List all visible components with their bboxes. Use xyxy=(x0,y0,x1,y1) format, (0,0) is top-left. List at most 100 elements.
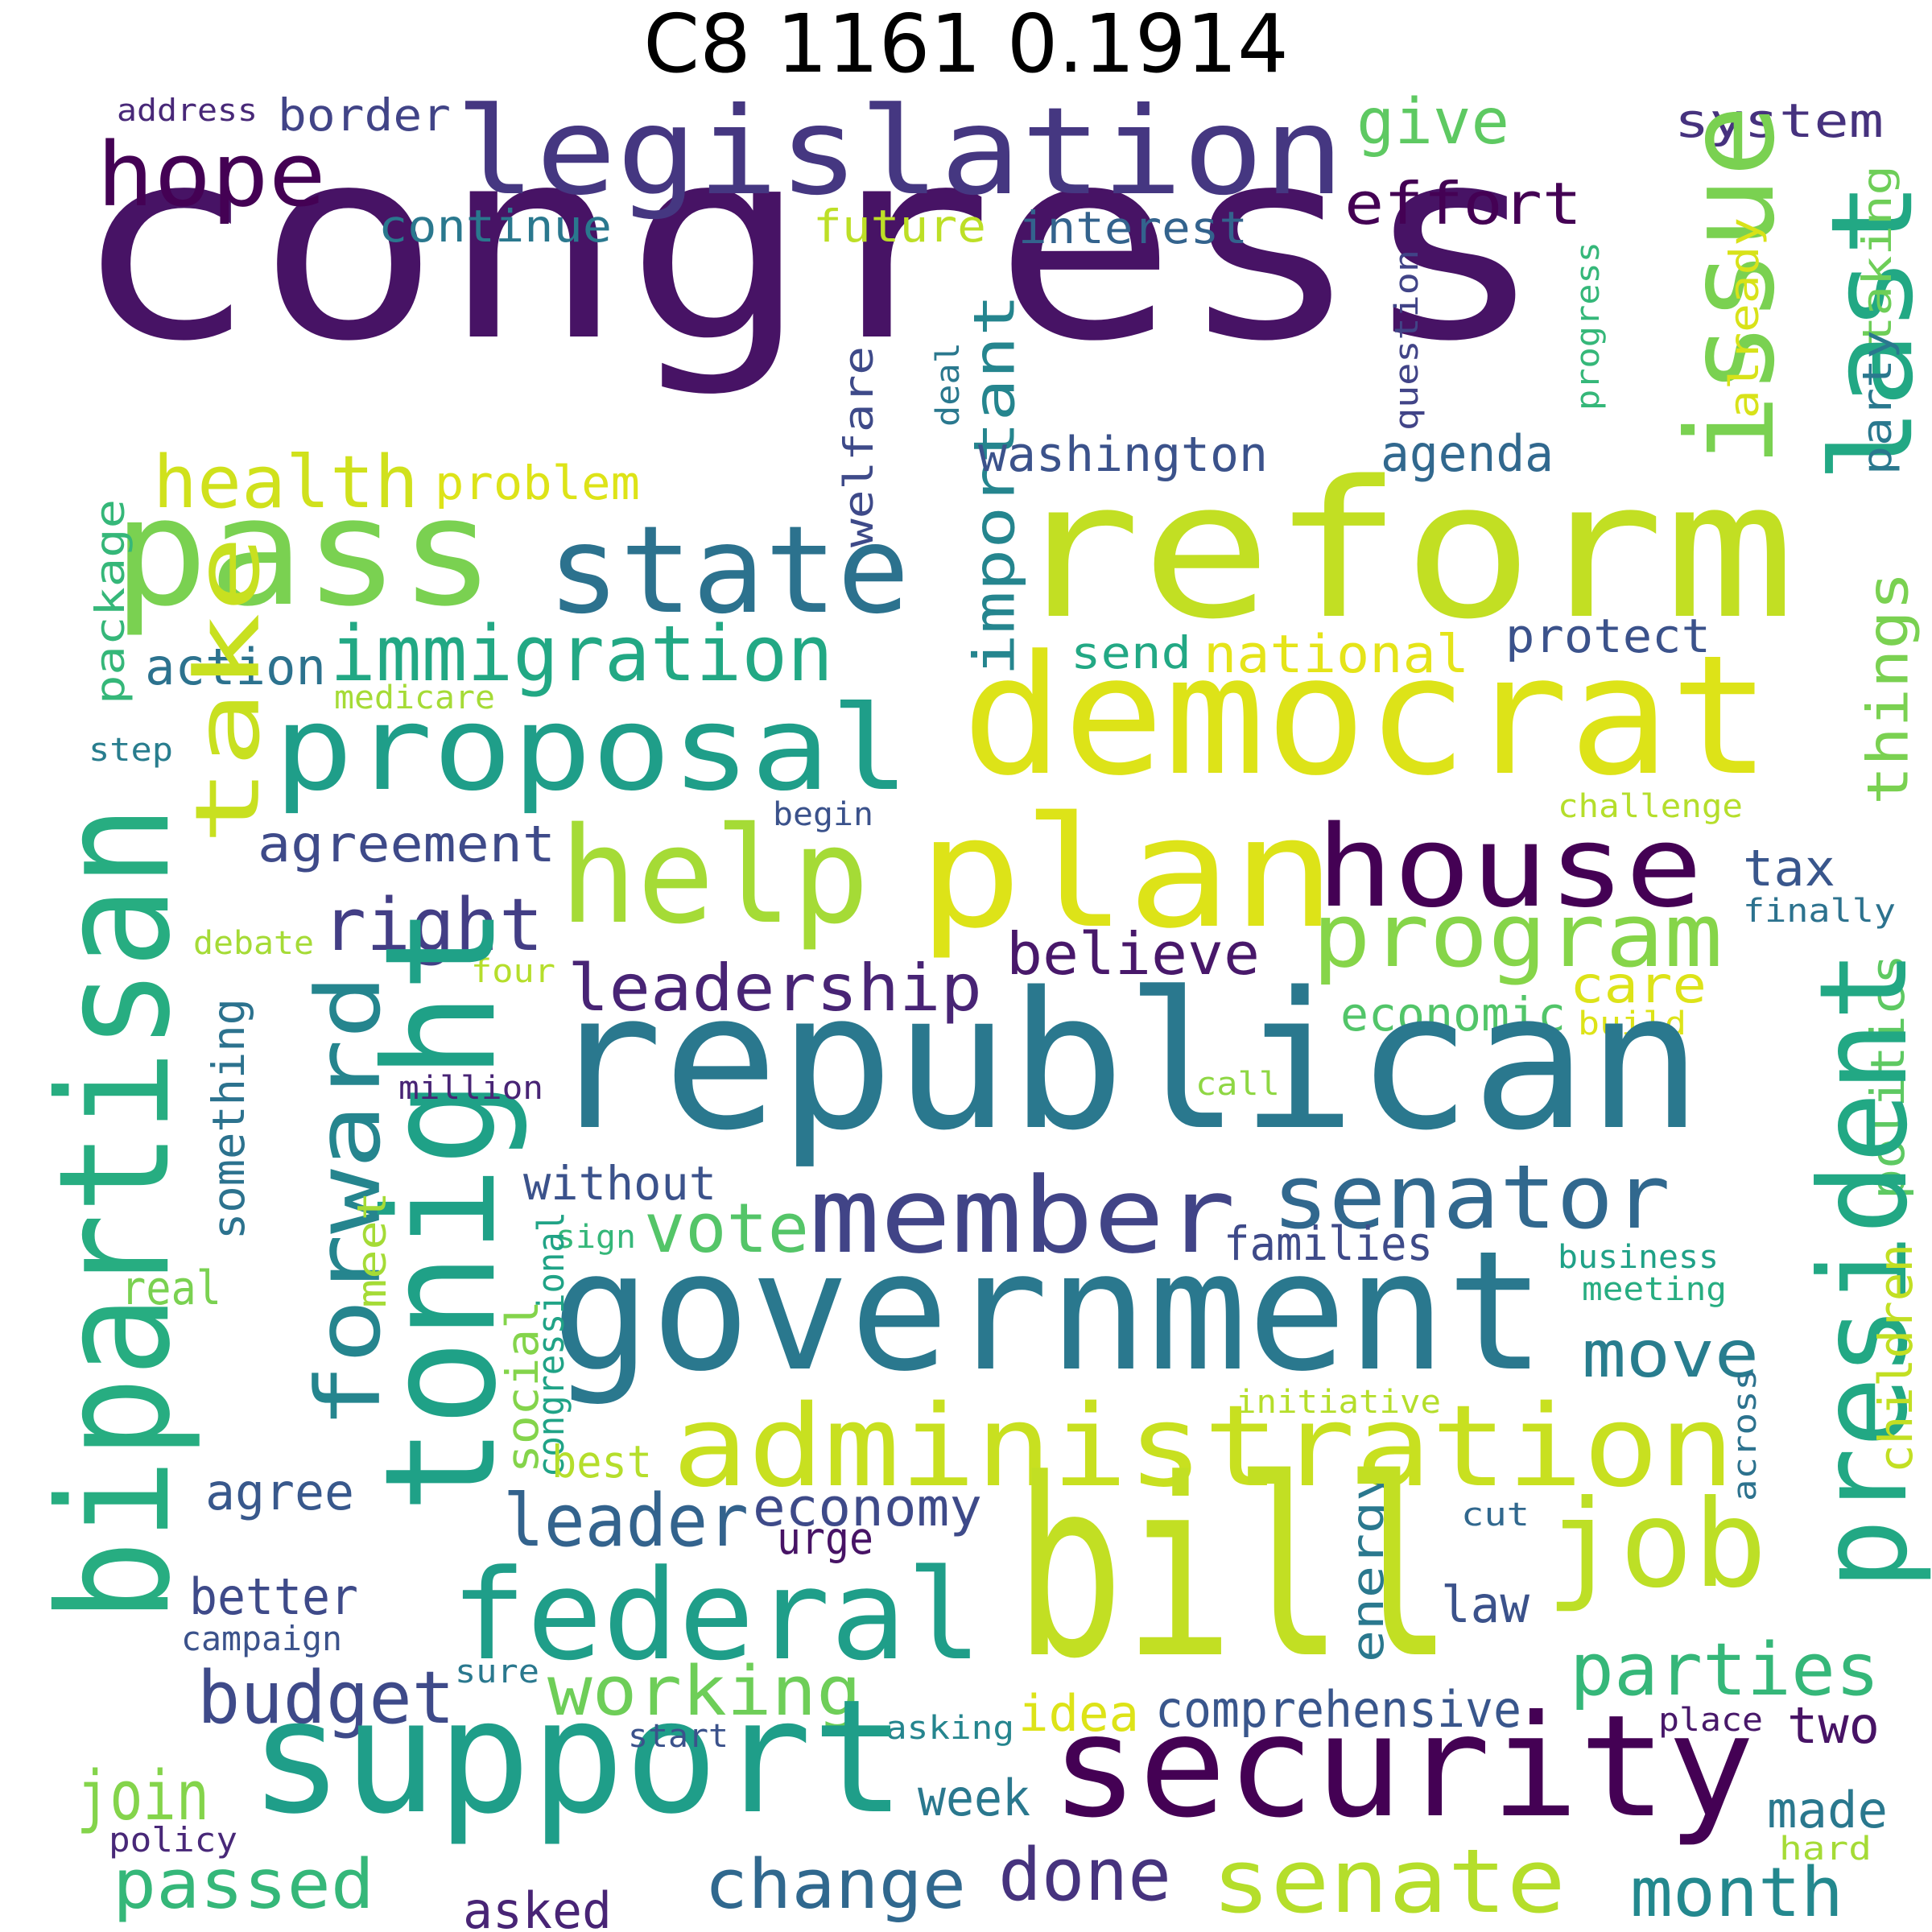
word-problem: problem xyxy=(435,456,640,510)
word-deal: deal xyxy=(930,342,967,427)
word-job: job xyxy=(1546,1475,1767,1615)
word-bill: bill xyxy=(1014,1426,1453,1712)
word-change: change xyxy=(704,1845,966,1925)
word-protect: protect xyxy=(1505,609,1711,663)
word-energy: energy xyxy=(1342,1469,1393,1662)
word-administration: administration xyxy=(672,1381,1735,1513)
word-four: four xyxy=(471,953,555,990)
word-tax: tax xyxy=(1743,839,1835,898)
word-debate: debate xyxy=(193,925,314,962)
word-plan: plan xyxy=(918,784,1336,962)
word-address: address xyxy=(117,93,258,128)
word-something: something xyxy=(203,998,254,1240)
word-initiative: initiative xyxy=(1236,1384,1441,1421)
word-important: important xyxy=(962,294,1028,676)
word-asked: asked xyxy=(463,1881,612,1932)
word-border: border xyxy=(278,89,451,141)
word-program: program xyxy=(1312,884,1723,987)
word-support: support xyxy=(250,1666,906,1848)
word-package: package xyxy=(87,499,134,704)
word-hope: hope xyxy=(97,123,326,226)
word-care: care xyxy=(1570,956,1707,1014)
word-million: million xyxy=(398,1070,543,1107)
word-call: call xyxy=(1195,1066,1280,1103)
word-sure: sure xyxy=(455,1653,539,1690)
word-budget: budget xyxy=(197,1656,455,1740)
word-cut: cut xyxy=(1461,1496,1530,1534)
word-passed: passed xyxy=(113,1845,374,1925)
word-senator: senator xyxy=(1272,1146,1670,1249)
word-sign: sign xyxy=(555,1219,636,1256)
word-national: national xyxy=(1203,625,1469,685)
word-reform: reform xyxy=(1010,441,1795,661)
word-step: step xyxy=(89,732,173,769)
word-legislation: legislation xyxy=(455,82,1344,222)
word-agree: agree xyxy=(205,1463,354,1521)
word-party: party xyxy=(1854,330,1901,475)
word-best: best xyxy=(551,1436,652,1488)
word-campaign: campaign xyxy=(181,1619,342,1658)
word-pass: pass xyxy=(113,465,495,639)
word-last: last xyxy=(1807,181,1932,483)
word-send: send xyxy=(1071,627,1191,679)
word-economy: economy xyxy=(753,1478,982,1538)
word-progress: progress xyxy=(1570,242,1607,411)
word-business: business xyxy=(1558,1239,1719,1276)
word-leadership: leadership xyxy=(568,951,982,1026)
word-parties: parties xyxy=(1570,1628,1880,1712)
word-health: health xyxy=(153,440,419,525)
word-believe: believe xyxy=(1006,920,1260,988)
word-policy: policy xyxy=(109,1820,237,1860)
word-interest: interest xyxy=(1018,202,1248,254)
word-tonight: tonight xyxy=(352,906,530,1513)
word-done: done xyxy=(998,1833,1171,1918)
word-social: social xyxy=(497,1300,548,1473)
word-urge: urge xyxy=(777,1513,873,1564)
word-build: build xyxy=(1578,1005,1686,1042)
word-congress: congress xyxy=(72,90,1546,399)
word-leader: leader xyxy=(503,1479,749,1563)
word-effort: effort xyxy=(1344,170,1582,237)
word-help: help xyxy=(559,799,869,953)
word-washington: washington xyxy=(978,427,1268,483)
word-future: future xyxy=(813,200,986,252)
word-vote: vote xyxy=(644,1189,809,1269)
word-already: already xyxy=(1721,217,1768,419)
word-hard: hard xyxy=(1779,1831,1872,1868)
word-agreement: agreement xyxy=(258,815,555,873)
word-challenge: challenge xyxy=(1558,788,1743,825)
word-meet: meet xyxy=(349,1191,395,1308)
word-working: working xyxy=(547,1652,861,1732)
word-forward: forward xyxy=(297,974,400,1429)
word-comprehensive: comprehensive xyxy=(1155,1680,1521,1739)
word-take: take xyxy=(176,535,279,845)
word-asking: asking xyxy=(886,1710,1014,1747)
word-president: president xyxy=(1794,950,1932,1590)
word-two: two xyxy=(1787,1696,1880,1755)
word-taking: taking xyxy=(1854,165,1901,346)
word-week: week xyxy=(918,1769,1030,1827)
word-republican: republican xyxy=(547,952,1703,1172)
word-immigration: immigration xyxy=(330,610,833,699)
word-real: real xyxy=(121,1261,221,1315)
word-federal: federal xyxy=(451,1542,982,1688)
word-start: start xyxy=(628,1718,729,1755)
word-welfare: welfare xyxy=(836,346,882,547)
word-agenda: agenda xyxy=(1381,424,1554,483)
word-continue: continue xyxy=(378,200,612,252)
word-democrat: democrat xyxy=(962,621,1771,812)
word-action: action xyxy=(145,638,326,696)
word-government: government xyxy=(551,1216,1546,1408)
word-economic: economic xyxy=(1340,987,1566,1042)
word-law: law xyxy=(1441,1575,1530,1634)
word-children: children xyxy=(1868,1244,1923,1473)
word-made: made xyxy=(1767,1781,1888,1839)
word-idea: idea xyxy=(1018,1684,1139,1743)
word-state: state xyxy=(547,501,910,641)
word-politics: politics xyxy=(1860,954,1915,1199)
word-medicare: medicare xyxy=(334,679,495,716)
word-things: things xyxy=(1856,572,1922,805)
word-issue: issue xyxy=(1662,105,1802,467)
word-question: question xyxy=(1389,250,1426,431)
